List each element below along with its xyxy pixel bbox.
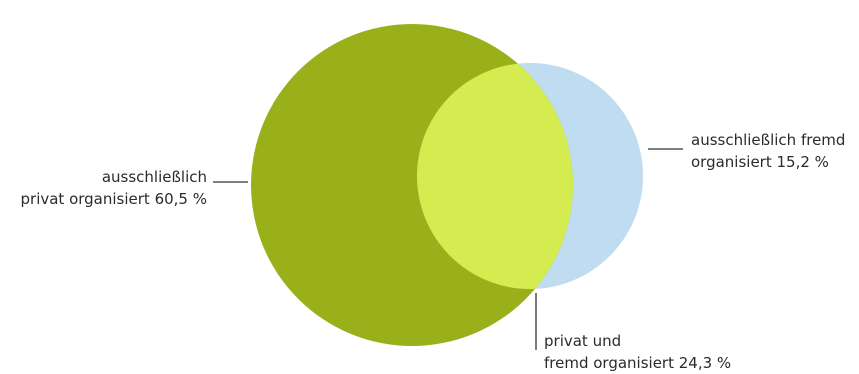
external-set-label: ausschließlich fremd organisiert 15,2 % [691,129,845,173]
overlap-label-line1: privat und [544,332,622,350]
overlap-label: privat und fremd organisiert 24,3 % [544,330,731,374]
private-set-label-line1: ausschließlich [101,168,207,186]
overlap-label-line2: fremd organisiert 24,3 % [544,354,732,372]
overlap-region [417,63,573,289]
external-set-label-line2: organisiert 15,2 % [691,153,829,171]
private-set-label-line2: privat organisiert 60,5 % [20,190,208,208]
private-set-label: ausschließlich privat organisiert 60,5 % [21,166,208,210]
external-set-label-line1: ausschließlich fremd [691,131,846,149]
